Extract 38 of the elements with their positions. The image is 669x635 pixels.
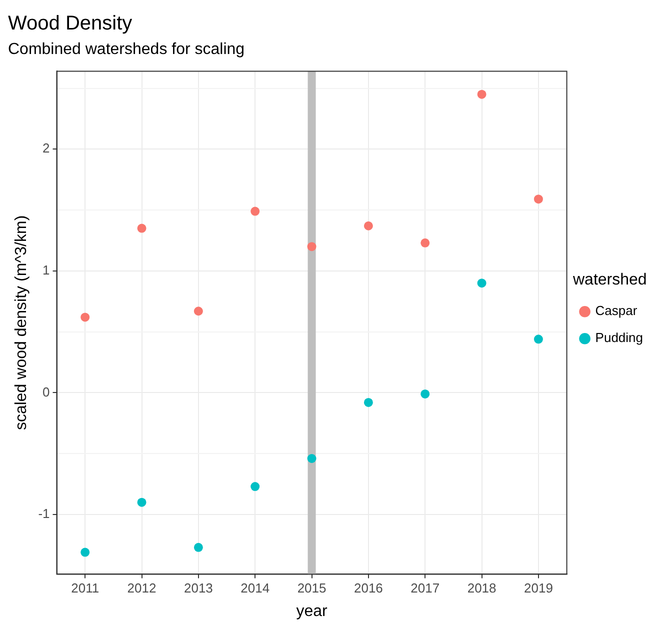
legend-title: watershed [572,271,647,288]
x-tick-label: 2019 [524,580,553,596]
point [194,306,203,316]
legend-label: Pudding [595,330,644,346]
point [80,312,90,322]
y-tick-label: 0 [42,384,50,400]
chart-subtitle: Combined watersheds for scaling [8,41,245,58]
point [420,238,430,248]
y-tick-label: 1 [42,262,50,278]
point [250,206,260,216]
x-axis-title: year [296,602,328,620]
point [307,242,316,252]
point [80,548,90,557]
point [420,389,430,398]
chart-title: Wood Density [8,12,132,35]
point [307,454,316,463]
y-tick-label: -1 [38,506,50,522]
legend-label: Caspar [595,303,638,318]
x-tick-label: 2018 [467,580,496,596]
point [137,498,146,507]
x-tick-label: 2011 [71,580,100,596]
x-tick-label: 2015 [297,580,326,596]
point [477,90,486,99]
point [194,542,203,552]
point [137,224,146,233]
x-tick-label: 2012 [127,580,156,596]
point [250,482,260,492]
point [534,194,543,204]
y-axis-title: scaled wood density (m^3/km) [13,215,30,430]
x-tick-label: 2017 [410,580,440,596]
point [364,398,373,407]
point [364,221,373,230]
x-tick-label: 2013 [184,580,213,596]
point [477,278,486,288]
point [534,334,543,344]
x-tick-label: 2016 [354,580,383,596]
x-tick-label: 2014 [240,580,270,596]
y-tick-label: 2 [42,140,50,156]
